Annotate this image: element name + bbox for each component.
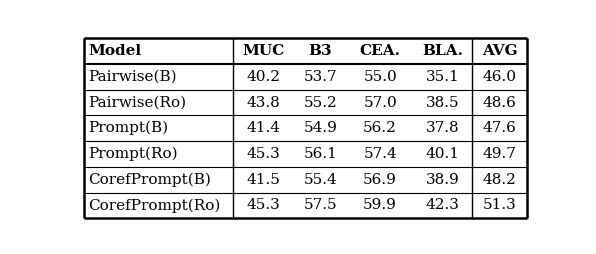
Text: 55.2: 55.2 [303, 96, 337, 109]
Text: 40.2: 40.2 [246, 70, 280, 84]
Text: 47.6: 47.6 [483, 121, 517, 135]
Text: 41.5: 41.5 [246, 173, 280, 187]
Text: CorefPrompt(Ro): CorefPrompt(Ro) [88, 198, 221, 213]
Text: CEA.: CEA. [359, 44, 401, 58]
Text: 56.9: 56.9 [363, 173, 397, 187]
Text: AVG: AVG [482, 44, 517, 58]
Text: 38.9: 38.9 [426, 173, 460, 187]
Text: Model: Model [88, 44, 141, 58]
Text: 37.8: 37.8 [426, 121, 460, 135]
Text: 57.4: 57.4 [364, 147, 397, 161]
Text: 40.1: 40.1 [426, 147, 460, 161]
Text: 48.6: 48.6 [483, 96, 517, 109]
Text: 57.5: 57.5 [303, 198, 337, 212]
Text: B3: B3 [309, 44, 332, 58]
Text: Prompt(B): Prompt(B) [88, 121, 169, 135]
Text: 55.0: 55.0 [364, 70, 397, 84]
Text: 42.3: 42.3 [426, 198, 460, 212]
Text: 48.2: 48.2 [483, 173, 517, 187]
Text: 57.0: 57.0 [364, 96, 397, 109]
Text: 45.3: 45.3 [246, 198, 280, 212]
Text: Prompt(Ro): Prompt(Ro) [88, 147, 178, 161]
Text: 41.4: 41.4 [246, 121, 280, 135]
Text: CorefPrompt(B): CorefPrompt(B) [88, 172, 211, 187]
Text: Pairwise(Ro): Pairwise(Ro) [88, 96, 187, 109]
Text: MUC: MUC [242, 44, 284, 58]
Text: 51.3: 51.3 [483, 198, 517, 212]
Text: 45.3: 45.3 [246, 147, 280, 161]
Text: 54.9: 54.9 [303, 121, 337, 135]
Text: Pairwise(B): Pairwise(B) [88, 70, 177, 84]
Text: 35.1: 35.1 [426, 70, 460, 84]
Text: 53.7: 53.7 [303, 70, 337, 84]
Text: 56.2: 56.2 [363, 121, 397, 135]
Text: 43.8: 43.8 [246, 96, 280, 109]
Text: 59.9: 59.9 [363, 198, 397, 212]
Text: 56.1: 56.1 [303, 147, 337, 161]
Text: 46.0: 46.0 [483, 70, 517, 84]
Text: 49.7: 49.7 [483, 147, 517, 161]
Text: 38.5: 38.5 [426, 96, 460, 109]
Text: BLA.: BLA. [422, 44, 463, 58]
Text: 55.4: 55.4 [303, 173, 337, 187]
